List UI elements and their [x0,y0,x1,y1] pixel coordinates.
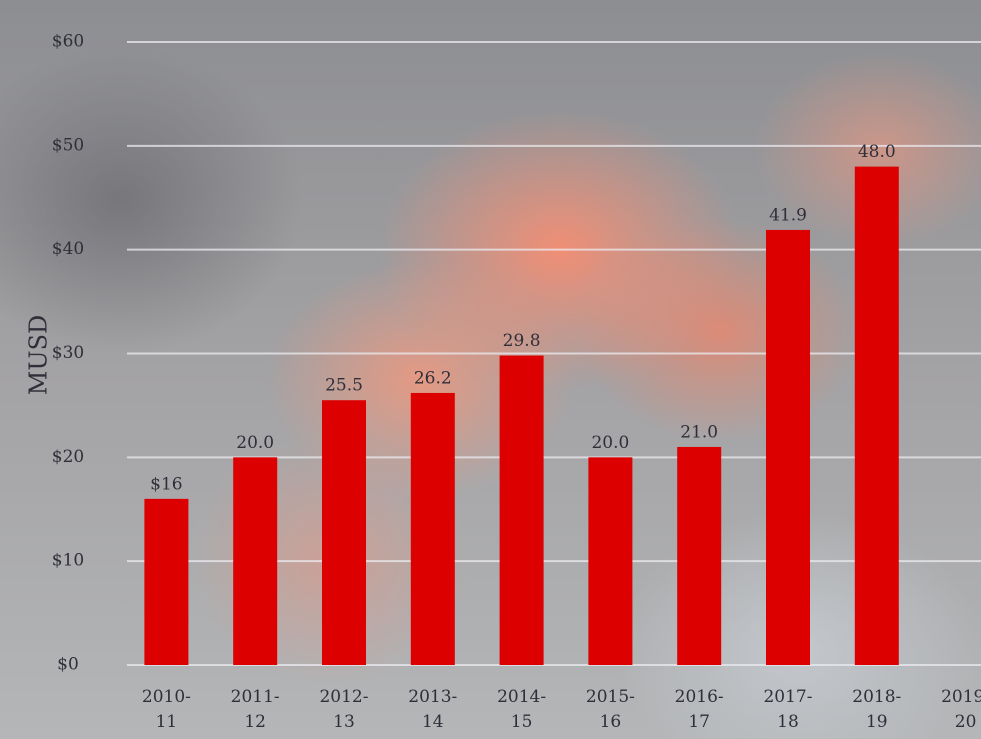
x-tick-label: 2016-17 [674,687,724,732]
value-label: $16 [150,474,182,494]
bar [588,457,633,665]
x-tick-label: 2010-11 [141,687,191,732]
x-tick-label: 2014-15 [497,687,547,732]
x-tick-label: 2013-14 [408,687,458,732]
value-label: 20.0 [236,433,274,453]
y-tick-label: $50 [52,135,84,155]
y-tick-label: $0 [57,655,79,675]
value-label: 29.8 [503,331,541,351]
value-label: 21.0 [680,422,718,442]
bar [677,446,722,665]
x-tick-label: 2015-16 [585,687,635,732]
value-label: 48.0 [858,142,896,162]
value-label: 20.0 [591,433,629,453]
value-label: 41.9 [769,205,807,225]
x-tick-label: 2019-20 [941,687,981,732]
x-tick-label: 2012-13 [319,687,369,732]
x-tick-label: 2011-12 [230,687,280,732]
x-tick-label: 2017-18 [763,687,813,732]
bar [410,392,455,665]
bar [144,498,189,665]
bar [322,400,366,665]
value-label: 25.5 [325,376,363,396]
y-tick-label: $40 [52,239,84,259]
y-axis-title: MUSD [25,315,53,395]
y-tick-label: $10 [52,551,84,571]
bar [499,355,544,665]
bar [766,229,810,665]
y-tick-label: $60 [52,32,84,52]
y-tick-label: $30 [52,343,84,363]
y-tick-label: $20 [52,447,84,467]
x-tick-label: 2018-19 [852,687,902,732]
bar [854,166,899,665]
value-label: 26.2 [414,368,452,388]
bar [233,457,278,665]
